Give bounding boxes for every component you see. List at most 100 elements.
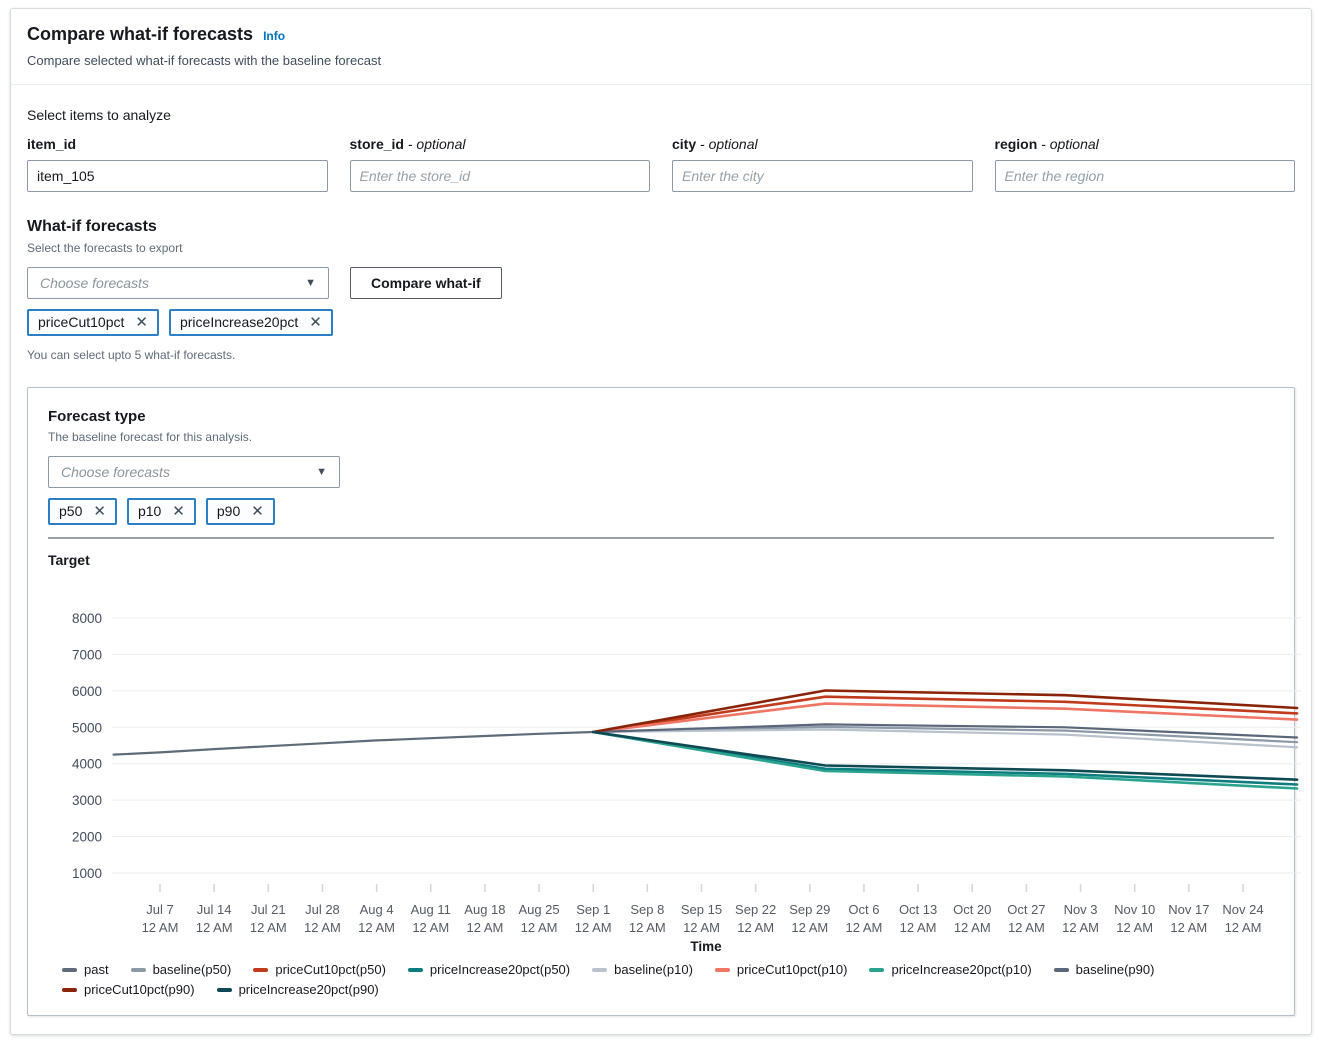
- info-link[interactable]: Info: [263, 29, 285, 43]
- svg-text:Sep 8: Sep 8: [630, 902, 664, 917]
- svg-text:12 AM: 12 AM: [683, 920, 720, 935]
- legend-label: baseline(p50): [153, 962, 232, 977]
- legend-item-priceIncrease20pct(p90)[interactable]: priceIncrease20pct(p90): [217, 982, 379, 997]
- legend-label: baseline(p10): [614, 962, 693, 977]
- select-placeholder: Choose forecasts: [40, 275, 149, 291]
- legend-label: priceIncrease20pct(p50): [430, 962, 570, 977]
- svg-text:6000: 6000: [72, 684, 102, 699]
- svg-text:12 AM: 12 AM: [358, 920, 395, 935]
- chevron-down-icon: ▼: [316, 466, 327, 478]
- legend-swatch-icon: [217, 988, 232, 992]
- legend-swatch-icon: [253, 968, 268, 972]
- svg-text:Jul 28: Jul 28: [305, 902, 340, 917]
- item-id-field: item_id: [27, 136, 328, 192]
- svg-text:Nov 24: Nov 24: [1222, 902, 1263, 917]
- legend-item-baseline(p90)[interactable]: baseline(p90): [1054, 962, 1155, 977]
- select-items-heading: Select items to analyze: [27, 107, 1295, 123]
- tag-label: priceCut10pct: [38, 314, 124, 330]
- legend-item-priceCut10pct(p90)[interactable]: priceCut10pct(p90): [62, 982, 195, 997]
- city-input[interactable]: [672, 160, 973, 192]
- tag-label: p50: [59, 503, 82, 519]
- dismiss-icon[interactable]: ✕: [309, 315, 322, 330]
- legend-label: priceIncrease20pct(p10): [891, 962, 1031, 977]
- page-content: Select items to analyze item_id store_id …: [11, 85, 1311, 1034]
- svg-text:Aug 18: Aug 18: [464, 902, 505, 917]
- svg-text:12 AM: 12 AM: [737, 920, 774, 935]
- svg-text:Oct 20: Oct 20: [953, 902, 991, 917]
- dismiss-icon[interactable]: ✕: [135, 315, 148, 330]
- store-id-input[interactable]: [350, 160, 651, 192]
- forecast-panel: Forecast type The baseline forecast for …: [27, 387, 1295, 1016]
- forecast-type-heading: Forecast type: [48, 408, 1274, 425]
- legend-swatch-icon: [1054, 968, 1069, 972]
- legend-item-priceCut10pct(p10)[interactable]: priceCut10pct(p10): [715, 962, 848, 977]
- legend-label: baseline(p90): [1076, 962, 1155, 977]
- legend-swatch-icon: [131, 968, 146, 972]
- svg-text:12 AM: 12 AM: [575, 920, 612, 935]
- svg-text:12 AM: 12 AM: [250, 920, 287, 935]
- forecast-type-select[interactable]: Choose forecasts ▼: [48, 456, 340, 488]
- legend-item-baseline(p10)[interactable]: baseline(p10): [592, 962, 693, 977]
- svg-text:8000: 8000: [72, 611, 102, 626]
- svg-text:12 AM: 12 AM: [791, 920, 828, 935]
- legend-swatch-icon: [715, 968, 730, 972]
- chevron-down-icon: ▼: [305, 277, 316, 289]
- svg-text:Aug 4: Aug 4: [360, 902, 394, 917]
- whatif-description: Select the forecasts to export: [27, 241, 1295, 255]
- target-axis-label: Target: [48, 552, 1274, 568]
- svg-text:Time: Time: [690, 939, 722, 954]
- tag-label: p10: [138, 503, 161, 519]
- whatif-helper-text: You can select upto 5 what-if forecasts.: [27, 348, 1295, 362]
- dismiss-icon[interactable]: ✕: [251, 504, 264, 519]
- legend-label: priceCut10pct(p10): [737, 962, 848, 977]
- svg-text:Aug 11: Aug 11: [411, 902, 451, 917]
- legend-label: priceIncrease20pct(p90): [239, 982, 379, 997]
- legend-swatch-icon: [592, 968, 607, 972]
- tag-p10: p10 ✕: [127, 498, 196, 525]
- legend-swatch-icon: [869, 968, 884, 972]
- legend-item-priceCut10pct(p50)[interactable]: priceCut10pct(p50): [253, 962, 386, 977]
- svg-text:Sep 1: Sep 1: [576, 902, 610, 917]
- tag-p50: p50 ✕: [48, 498, 117, 525]
- legend-item-past[interactable]: past: [62, 962, 109, 977]
- legend-item-priceIncrease20pct(p50)[interactable]: priceIncrease20pct(p50): [408, 962, 570, 977]
- item-id-label: item_id: [27, 136, 328, 152]
- svg-text:4000: 4000: [72, 757, 102, 772]
- svg-text:Jul 21: Jul 21: [251, 902, 286, 917]
- dismiss-icon[interactable]: ✕: [172, 504, 185, 519]
- legend-label: past: [84, 962, 109, 977]
- svg-text:Oct 6: Oct 6: [848, 902, 879, 917]
- whatif-tags-row: priceCut10pct ✕ priceIncrease20pct ✕: [27, 309, 1295, 336]
- tag-label: priceIncrease20pct: [180, 314, 298, 330]
- region-input[interactable]: [995, 160, 1296, 192]
- forecast-chart: 10002000300040005000600070008000Jul 712 …: [48, 580, 1303, 958]
- svg-text:Oct 13: Oct 13: [899, 902, 937, 917]
- item-id-input[interactable]: [27, 160, 328, 192]
- whatif-forecasts-select[interactable]: Choose forecasts ▼: [27, 267, 329, 299]
- svg-text:Sep 29: Sep 29: [789, 902, 830, 917]
- svg-text:12 AM: 12 AM: [1062, 920, 1099, 935]
- legend-swatch-icon: [62, 968, 77, 972]
- chart-legend: past baseline(p50) priceCut10pct(p50) price…: [62, 962, 1274, 997]
- svg-text:Sep 22: Sep 22: [735, 902, 776, 917]
- svg-text:12 AM: 12 AM: [466, 920, 503, 935]
- svg-text:12 AM: 12 AM: [304, 920, 341, 935]
- dismiss-icon[interactable]: ✕: [93, 504, 106, 519]
- legend-swatch-icon: [62, 988, 77, 992]
- legend-label: priceCut10pct(p90): [84, 982, 195, 997]
- svg-text:Nov 3: Nov 3: [1064, 902, 1098, 917]
- svg-text:12 AM: 12 AM: [629, 920, 666, 935]
- compare-whatif-button[interactable]: Compare what-if: [350, 267, 502, 299]
- region-field: region - optional: [995, 136, 1296, 192]
- select-placeholder: Choose forecasts: [61, 464, 170, 480]
- legend-item-baseline(p50)[interactable]: baseline(p50): [131, 962, 232, 977]
- store-id-label: store_id - optional: [350, 136, 651, 152]
- svg-text:2000: 2000: [72, 830, 102, 845]
- svg-text:3000: 3000: [72, 793, 102, 808]
- region-label: region - optional: [995, 136, 1296, 152]
- legend-item-priceIncrease20pct(p10)[interactable]: priceIncrease20pct(p10): [869, 962, 1031, 977]
- svg-text:12 AM: 12 AM: [900, 920, 937, 935]
- svg-text:1000: 1000: [72, 866, 102, 881]
- page-header: Compare what-if forecasts Info Compare s…: [11, 9, 1311, 85]
- whatif-heading: What-if forecasts: [27, 218, 1295, 236]
